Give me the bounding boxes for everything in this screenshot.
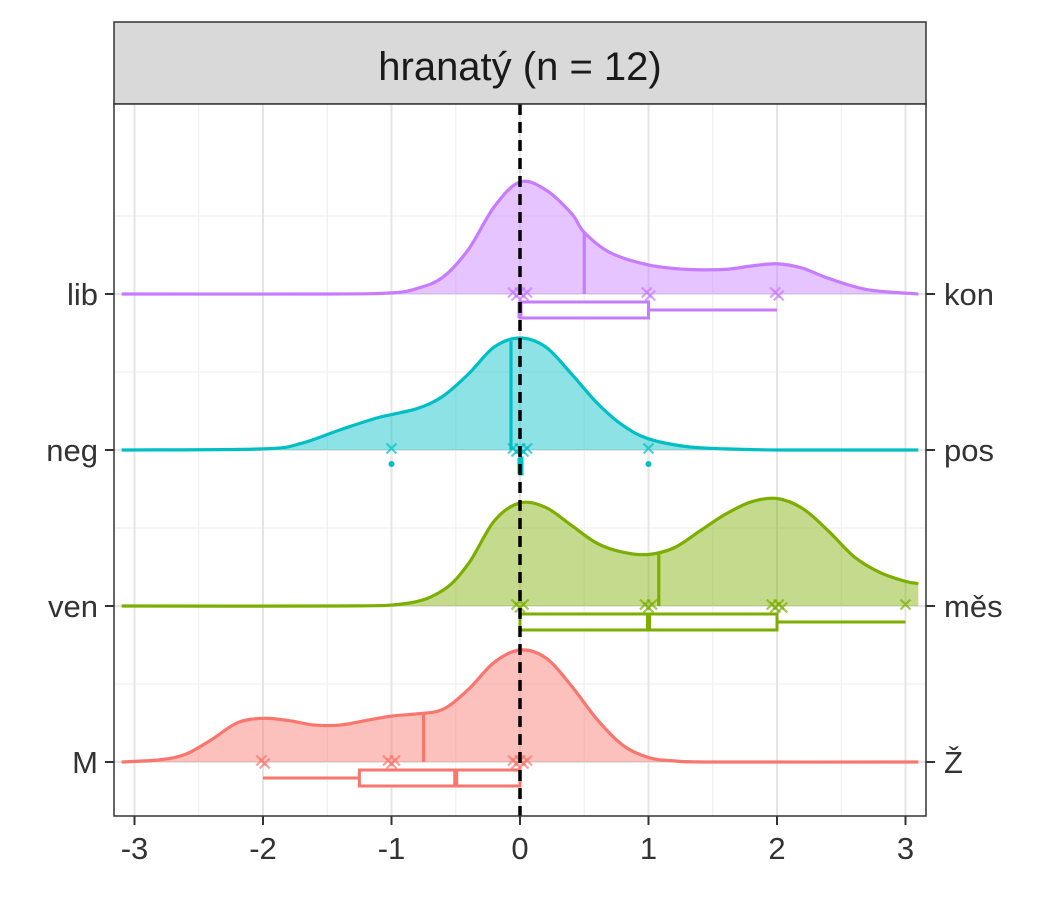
x-tick-label: 1 xyxy=(640,831,657,866)
y-label-left: ven xyxy=(48,589,98,624)
x-tick-label: -3 xyxy=(121,831,149,866)
data-point xyxy=(258,757,271,770)
data-point xyxy=(389,754,401,767)
x-tick-label: 2 xyxy=(768,831,785,866)
data-point xyxy=(776,601,789,614)
box-outlier xyxy=(645,461,652,467)
density-line-lib xyxy=(121,179,919,296)
data-point xyxy=(517,598,530,611)
density-fill-ven xyxy=(121,498,919,607)
x-tick-label: 0 xyxy=(511,831,528,866)
data-point xyxy=(646,598,658,611)
data-point xyxy=(521,286,533,299)
facet-strip xyxy=(113,21,927,105)
y-label-right: pos xyxy=(944,433,994,468)
box-outlier xyxy=(388,461,395,467)
data-point xyxy=(642,442,655,455)
density-line-M xyxy=(121,648,919,764)
plot-area: -3 -2 -1 0 1 2 3 lib kon neg pos ven měs M Ž xyxy=(46,103,1003,866)
box-iqr xyxy=(357,768,522,788)
y-label-left: M xyxy=(72,745,98,780)
x-tick-label: 3 xyxy=(897,831,914,866)
data-point xyxy=(644,289,657,302)
density-line-neg xyxy=(121,336,919,452)
data-point xyxy=(521,442,533,455)
y-label-left: lib xyxy=(67,277,98,312)
box-iqr xyxy=(518,300,650,320)
x-tick-label: -2 xyxy=(249,831,277,866)
y-label-left: neg xyxy=(46,433,98,468)
x-tick-label: -1 xyxy=(378,831,406,866)
data-point xyxy=(899,598,912,611)
data-point xyxy=(772,289,785,302)
y-label-right: Ž xyxy=(944,745,963,780)
y-label-right: kon xyxy=(944,277,994,312)
density-line-ven xyxy=(121,496,919,608)
facet-title: hranatý (n = 12) xyxy=(378,45,662,89)
data-point xyxy=(521,754,533,767)
y-label-right: měs xyxy=(944,589,1003,624)
data-point xyxy=(385,442,398,455)
